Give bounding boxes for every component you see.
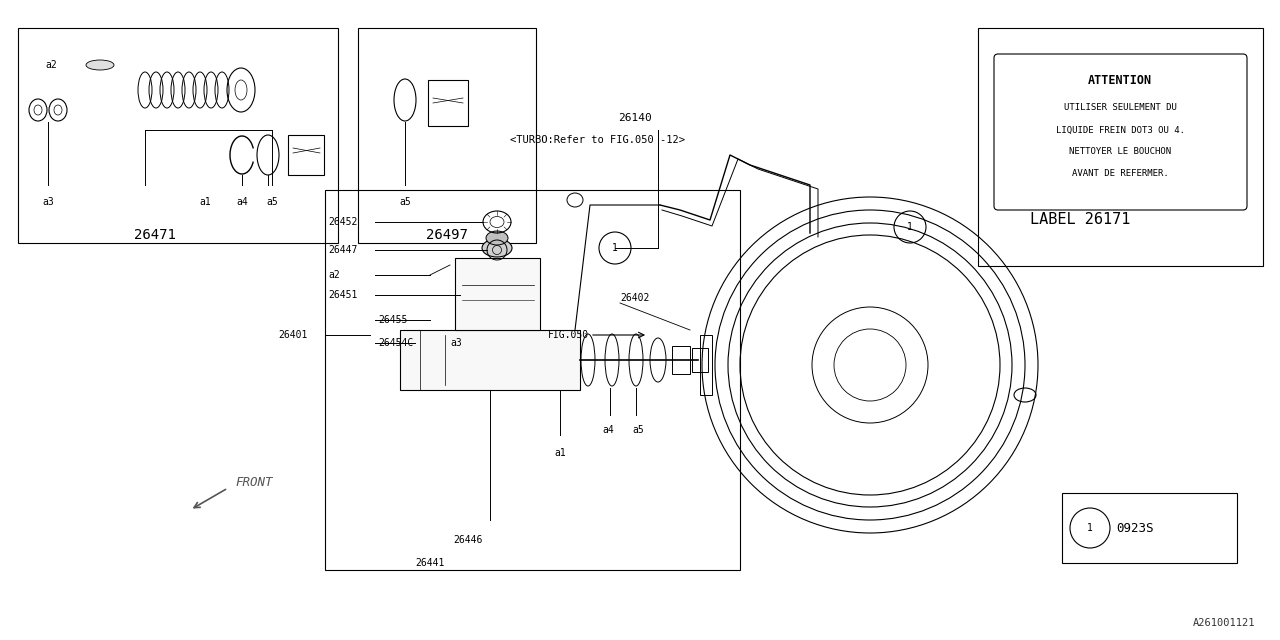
Text: 26452: 26452 [328, 217, 357, 227]
Text: a2: a2 [328, 270, 339, 280]
Bar [18, 28, 338, 243]
Bar [288, 135, 324, 175]
Text: 26451: 26451 [328, 290, 357, 300]
Text: 26447: 26447 [328, 245, 357, 255]
Text: 26497: 26497 [426, 228, 468, 242]
Bar [700, 335, 712, 395]
Ellipse shape [486, 231, 508, 245]
Text: 26140: 26140 [618, 113, 652, 123]
Text: a4: a4 [236, 197, 248, 207]
Text: 26471: 26471 [134, 228, 175, 242]
Text: a4: a4 [602, 425, 614, 435]
Text: 26455: 26455 [378, 315, 407, 325]
Text: a3: a3 [42, 197, 54, 207]
Text: a5: a5 [266, 197, 278, 207]
Text: UTILISER SEULEMENT DU: UTILISER SEULEMENT DU [1064, 104, 1176, 113]
Text: a2: a2 [45, 60, 56, 70]
Text: a1: a1 [200, 197, 211, 207]
Text: <TURBO:Refer to FIG.050 -12>: <TURBO:Refer to FIG.050 -12> [509, 135, 685, 145]
Bar [692, 348, 708, 372]
Bar [399, 330, 580, 390]
Text: LABEL 26171: LABEL 26171 [1030, 212, 1130, 227]
Text: 26401: 26401 [278, 330, 307, 340]
Text: 1: 1 [908, 222, 913, 232]
Bar [978, 28, 1263, 266]
Bar [358, 28, 536, 243]
Text: a1: a1 [554, 448, 566, 458]
Text: 0923S: 0923S [1116, 522, 1153, 534]
Text: FIG.050: FIG.050 [548, 330, 589, 340]
Text: 26441: 26441 [415, 558, 444, 568]
Text: LIQUIDE FREIN DOT3 OU 4.: LIQUIDE FREIN DOT3 OU 4. [1056, 125, 1184, 134]
Bar [1062, 493, 1236, 563]
Text: a3: a3 [451, 338, 462, 348]
Text: A261001121: A261001121 [1193, 618, 1254, 628]
Text: 1: 1 [1087, 523, 1093, 533]
Text: a5: a5 [632, 425, 644, 435]
Text: 26446: 26446 [453, 535, 483, 545]
Text: AVANT DE REFERMER.: AVANT DE REFERMER. [1071, 170, 1169, 179]
Ellipse shape [86, 60, 114, 70]
Text: ATTENTION: ATTENTION [1088, 74, 1152, 86]
Text: NETTOYER LE BOUCHON: NETTOYER LE BOUCHON [1069, 147, 1171, 157]
Text: 26454C: 26454C [378, 338, 413, 348]
Text: FRONT: FRONT [236, 477, 273, 490]
Text: 26402: 26402 [620, 293, 649, 303]
Text: 1: 1 [612, 243, 618, 253]
Text: a5: a5 [399, 197, 411, 207]
Bar [672, 346, 690, 374]
Bar [325, 190, 740, 570]
Ellipse shape [483, 239, 512, 257]
Bar [454, 258, 540, 330]
Bar [428, 80, 468, 126]
